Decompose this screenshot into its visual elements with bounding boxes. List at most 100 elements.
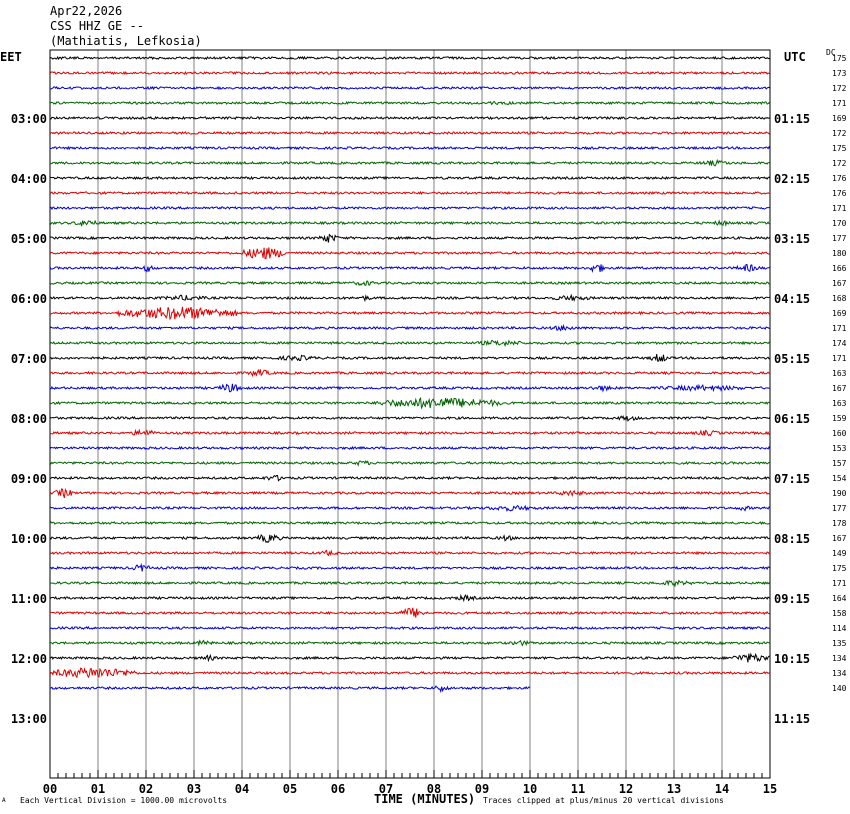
x-tick-label: 10 [523,782,537,796]
corner-mark: A [2,797,6,804]
x-tick-label: 01 [91,782,105,796]
seismic-trace [50,295,770,300]
dc-offset-label: 160 [832,429,847,438]
seismic-trace [50,281,770,285]
dc-offset-label: 167 [832,534,847,543]
seismic-trace [50,461,770,465]
dc-offset-label: 164 [832,594,847,603]
seismic-trace [50,147,770,149]
seismic-trace [50,641,770,646]
seismic-trace [50,535,770,543]
dc-offset-label: 177 [832,504,847,513]
seismic-trace [50,416,770,421]
dc-offset-label: 169 [832,114,847,123]
x-tick-label: 05 [283,782,297,796]
seismic-trace [50,430,770,435]
dc-offset-label: 157 [832,459,847,468]
right-hour-label: 04:15 [774,292,810,306]
seismic-trace [50,102,770,105]
dc-offset-label: 163 [832,399,847,408]
left-hour-label: 08:00 [11,412,47,426]
dc-offset-label: 167 [832,279,847,288]
dc-offset-label: 169 [832,309,847,318]
dc-offset-label: 167 [832,384,847,393]
seismic-trace [50,608,770,618]
left-hour-label: 03:00 [11,112,47,126]
right-hour-label: 10:15 [774,652,810,666]
seismic-trace [50,476,770,481]
seismic-trace [50,247,770,258]
seismic-trace [50,447,770,449]
dc-offset-label: 176 [832,174,847,183]
dc-offset-label: 174 [832,339,847,348]
seismic-trace [50,595,770,600]
right-hour-label: 11:15 [774,712,810,726]
x-tick-label: 13 [667,782,681,796]
left-hour-label: 06:00 [11,292,47,306]
left-hour-label: 04:00 [11,172,47,186]
dc-offset-label: 171 [832,579,847,588]
x-tick-label: 15 [763,782,777,796]
right-hour-label: 05:15 [774,352,810,366]
seismic-trace [50,160,770,165]
dc-offset-label: 178 [832,519,847,528]
seismic-trace [50,87,770,89]
dc-offset-label: 177 [832,234,847,243]
dc-offset-label: 171 [832,354,847,363]
dc-offset-label: 134 [832,654,847,663]
dc-offset-label: 175 [832,144,847,153]
seismic-trace [50,264,770,272]
x-tick-label: 00 [43,782,57,796]
seismic-trace [50,668,770,677]
x-tick-label: 03 [187,782,201,796]
dc-offset-label: 173 [832,69,847,78]
seismic-trace [50,489,770,498]
seismic-trace [50,307,770,319]
left-hour-label: 09:00 [11,472,47,486]
seismic-trace [50,207,770,209]
seismic-trace [50,72,770,74]
dc-offset-label: 180 [832,249,847,258]
dc-offset-label: 176 [832,189,847,198]
scale-note: Each Vertical Division = 1000.00 microvo… [20,796,227,805]
right-hour-label: 06:15 [774,412,810,426]
right-hour-label: 08:15 [774,532,810,546]
x-tick-label: 06 [331,782,345,796]
left-hour-label: 07:00 [11,352,47,366]
right-hour-label: 02:15 [774,172,810,186]
dc-offset-label: 170 [832,219,847,228]
left-hour-label: 10:00 [11,532,47,546]
dc-offset-label: 175 [832,564,847,573]
dc-offset-label: 171 [832,99,847,108]
dc-offset-label: 171 [832,324,847,333]
dc-offset-label: 159 [832,414,847,423]
seismic-trace [50,398,770,408]
dc-offset-label: 175 [832,54,847,63]
dc-offset-label: 134 [832,669,847,678]
seismic-trace [50,341,770,346]
dc-offset-label: 163 [832,369,847,378]
right-hour-label: 01:15 [774,112,810,126]
seismic-trace [50,57,770,59]
dc-offset-label: 114 [832,624,847,633]
seismic-trace [50,132,770,134]
dc-offset-label: 172 [832,84,847,93]
seismic-trace [50,369,770,375]
plot-frame [50,50,770,778]
right-hour-label: 09:15 [774,592,810,606]
seismic-trace [50,522,770,524]
x-tick-label: 04 [235,782,249,796]
seismic-trace [50,565,770,572]
seismic-trace [50,581,770,586]
left-hour-label: 13:00 [11,712,47,726]
dc-offset-label: 135 [832,639,847,648]
dc-offset-label: 172 [832,159,847,168]
seismic-trace [50,192,770,194]
x-tick-label: 02 [139,782,153,796]
seismic-trace [50,326,770,331]
dc-offset-label: 171 [832,204,847,213]
x-axis-title: TIME (MINUTES) [374,792,475,806]
clip-note: Traces clipped at plus/minus 20 vertical… [483,796,724,805]
dc-offset-label: 172 [832,129,847,138]
dc-offset-label: 158 [832,609,847,618]
